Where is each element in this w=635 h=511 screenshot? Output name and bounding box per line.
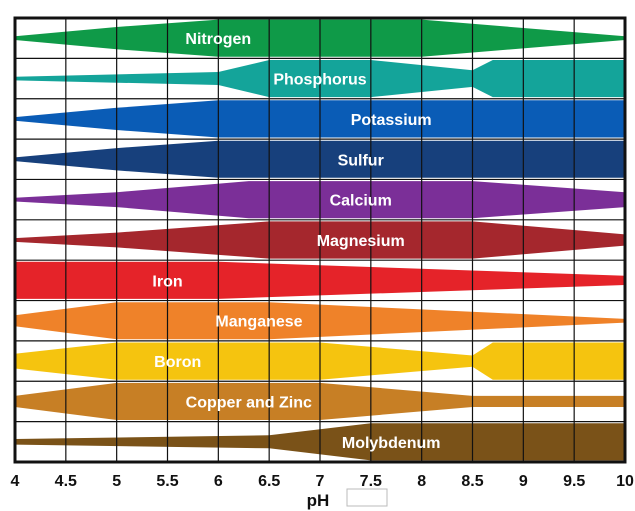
band-label-boron: Boron [154, 354, 201, 371]
band-label-copper-and-zinc: Copper and Zinc [186, 395, 312, 412]
band-label-nitrogen: Nitrogen [185, 31, 251, 48]
x-tick-label: 4.5 [55, 473, 77, 490]
x-tick-label: 8.5 [461, 473, 483, 490]
x-tick-label: 4 [11, 473, 20, 490]
x-tick-label: 6.5 [258, 473, 280, 490]
x-tick-label: 7.5 [360, 473, 382, 490]
band-label-molybdenum: Molybdenum [342, 435, 441, 452]
x-tick-label: 7 [316, 473, 325, 490]
x-tick-label: 10 [616, 473, 634, 490]
x-tick-label: 6 [214, 473, 223, 490]
band-label-potassium: Potassium [351, 112, 432, 129]
band-label-magnesium: Magnesium [317, 233, 405, 250]
x-tick-label: 5 [112, 473, 121, 490]
ph-input-box[interactable] [346, 488, 388, 507]
x-tick-label: 8 [417, 473, 426, 490]
grid-lines [13, 16, 627, 464]
x-tick-labels: 4 4.5 5 5.5 6 6.5 7 7.5 8 8.5 9 9.5 10 [11, 473, 634, 490]
x-axis-label: pH [307, 491, 330, 510]
band-label-calcium: Calcium [330, 193, 392, 210]
x-tick-label: 5.5 [156, 473, 178, 490]
band-label-sulfur: Sulfur [338, 152, 384, 169]
band-label-iron: Iron [152, 273, 182, 290]
band-label-phosphorus: Phosphorus [273, 72, 366, 89]
x-tick-label: 9 [519, 473, 528, 490]
x-tick-label: 9.5 [563, 473, 585, 490]
plot-frame [13, 16, 627, 464]
band-labels: Nitrogen Phosphorus Potassium Sulfur Calcium… [152, 31, 440, 452]
band-label-manganese: Manganese [215, 314, 302, 331]
